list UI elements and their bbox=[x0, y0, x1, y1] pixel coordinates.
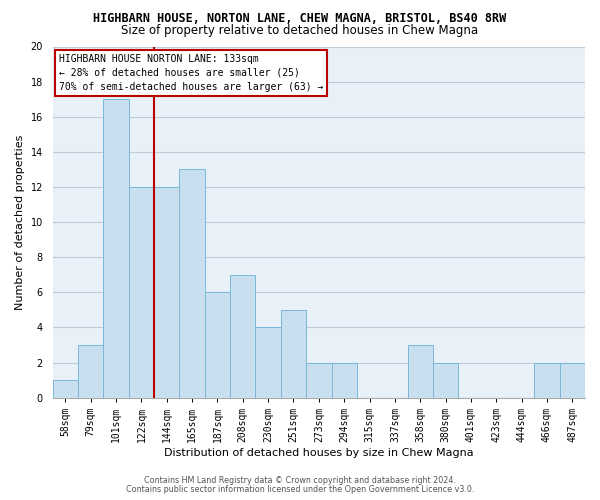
Text: Size of property relative to detached houses in Chew Magna: Size of property relative to detached ho… bbox=[121, 24, 479, 37]
Bar bbox=[103, 99, 129, 398]
Bar bbox=[129, 187, 154, 398]
Y-axis label: Number of detached properties: Number of detached properties bbox=[15, 134, 25, 310]
Bar bbox=[306, 362, 332, 398]
Bar bbox=[332, 362, 357, 398]
Text: Contains HM Land Registry data © Crown copyright and database right 2024.: Contains HM Land Registry data © Crown c… bbox=[144, 476, 456, 485]
Text: HIGHBARN HOUSE NORTON LANE: 133sqm
← 28% of detached houses are smaller (25)
70%: HIGHBARN HOUSE NORTON LANE: 133sqm ← 28%… bbox=[59, 54, 323, 92]
Bar bbox=[53, 380, 78, 398]
Bar bbox=[256, 328, 281, 398]
Bar bbox=[230, 275, 256, 398]
Bar bbox=[560, 362, 585, 398]
Bar bbox=[154, 187, 179, 398]
Text: Contains public sector information licensed under the Open Government Licence v3: Contains public sector information licen… bbox=[126, 484, 474, 494]
Bar bbox=[433, 362, 458, 398]
Bar bbox=[179, 170, 205, 398]
Bar bbox=[78, 345, 103, 398]
Bar bbox=[535, 362, 560, 398]
Bar bbox=[407, 345, 433, 398]
Text: HIGHBARN HOUSE, NORTON LANE, CHEW MAGNA, BRISTOL, BS40 8RW: HIGHBARN HOUSE, NORTON LANE, CHEW MAGNA,… bbox=[94, 12, 506, 24]
Bar bbox=[281, 310, 306, 398]
Bar bbox=[205, 292, 230, 398]
X-axis label: Distribution of detached houses by size in Chew Magna: Distribution of detached houses by size … bbox=[164, 448, 473, 458]
